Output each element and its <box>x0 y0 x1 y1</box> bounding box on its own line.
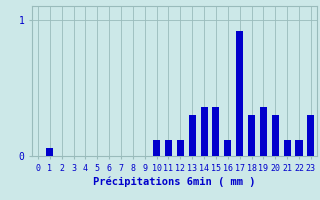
Bar <box>212 107 220 156</box>
Bar <box>46 148 53 156</box>
Bar <box>177 140 184 156</box>
Bar <box>165 140 172 156</box>
Bar <box>260 107 267 156</box>
Bar <box>189 115 196 156</box>
Bar <box>284 140 291 156</box>
Bar <box>236 31 243 156</box>
Bar <box>248 115 255 156</box>
Bar <box>272 115 279 156</box>
Bar <box>295 140 303 156</box>
X-axis label: Précipitations 6min ( mm ): Précipitations 6min ( mm ) <box>93 177 256 187</box>
Bar <box>307 115 315 156</box>
Bar <box>201 107 208 156</box>
Bar <box>224 140 231 156</box>
Bar <box>153 140 160 156</box>
